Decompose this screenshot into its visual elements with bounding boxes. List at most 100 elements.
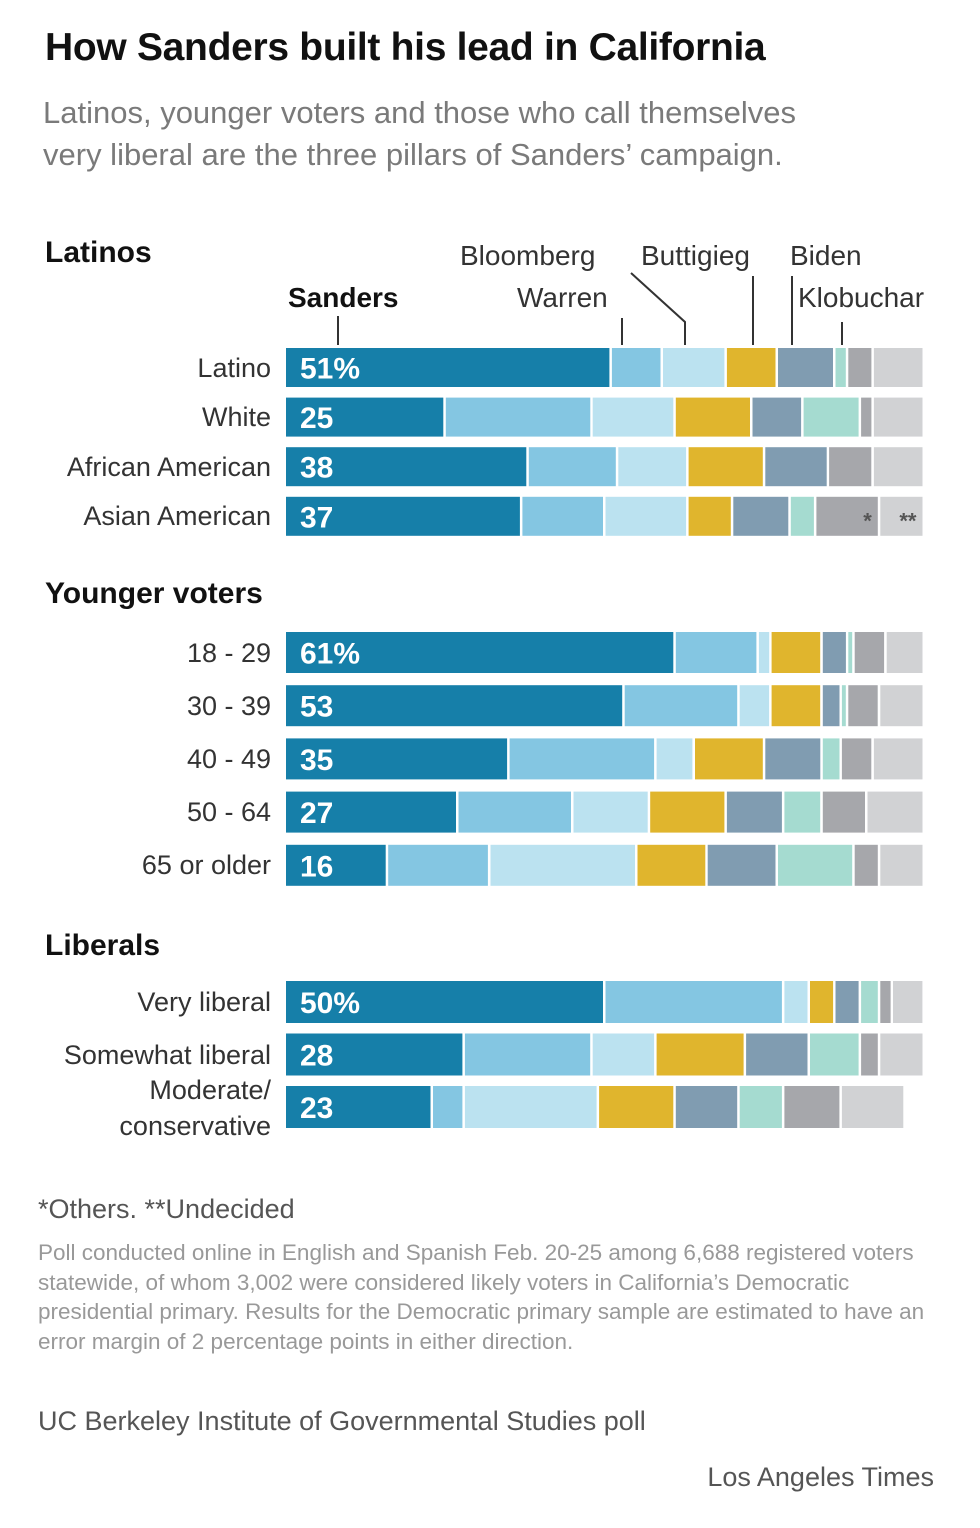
bar-segment-warren (675, 632, 757, 673)
bar-segment-warren (458, 791, 571, 833)
bar-segment-klobuchar (810, 1033, 859, 1076)
data-label-sanders: 25 (300, 402, 333, 435)
source-note: UC Berkeley Institute of Governmental St… (38, 1406, 646, 1436)
row-label-line: 30 - 39 (186, 690, 271, 721)
bar-segment-biden (778, 348, 833, 387)
bar-row-50-64: 27 (286, 791, 923, 833)
bar-row-moderate-conservative: 23 (286, 1086, 904, 1128)
section-heading-latinos: Latinos (45, 236, 152, 269)
data-label-sanders: 50% (300, 987, 360, 1020)
bar-segment-others (841, 738, 872, 780)
bar-segment-sanders (286, 348, 610, 387)
bar-segment-bloomberg (656, 738, 693, 780)
bar-segment-warren (522, 496, 603, 536)
bar-segment-biden (822, 632, 846, 673)
bar-row-30-39: 53 (286, 685, 923, 727)
bar-segment-klobuchar (835, 348, 846, 387)
bar-segment-buttigieg (771, 632, 821, 673)
bar-segment-warren (624, 685, 738, 727)
bar-segment-sanders (286, 1086, 431, 1128)
bar-segment-klobuchar (861, 981, 878, 1023)
bar-segment-undecided (880, 496, 923, 536)
bar-segment-others (854, 632, 885, 673)
bar-row-somewhat-liberal: 28 (286, 1033, 923, 1076)
bar-segment-bloomberg (605, 496, 687, 536)
row-label-18-29: 18 - 29 (187, 635, 271, 671)
row-label-very-liberal: Very liberal (137, 984, 271, 1020)
bar-segment-biden (835, 981, 859, 1023)
bar-segment-klobuchar (822, 738, 840, 780)
row-label-asian-american: Asian American (83, 498, 271, 534)
bar-segment-others (861, 397, 872, 437)
data-label-sanders: 35 (300, 744, 333, 777)
bar-segment-biden (765, 447, 827, 487)
row-label-somewhat-liberal: Somewhat liberal (64, 1037, 271, 1073)
bar-segment-klobuchar (778, 844, 853, 886)
bar-segment-others (848, 685, 878, 727)
section-heading-liberals: Liberals (45, 929, 161, 962)
bar-segment-klobuchar (803, 397, 859, 437)
row-label-line: 50 - 64 (186, 797, 271, 828)
row-label-line: African American (66, 451, 271, 482)
bar-segment-undecided (867, 791, 923, 833)
data-label-sanders: 38 (300, 452, 333, 485)
section-heading-younger-voters: Younger voters (45, 577, 263, 610)
bar-segment-undecided (873, 397, 923, 437)
bar-row-18-29: 61% (286, 632, 923, 673)
row-label-white: White (202, 399, 271, 435)
bar-row-asian-american: * **37 (286, 496, 923, 536)
data-label-sanders: 51% (300, 353, 360, 386)
bar-segment-others (880, 981, 891, 1023)
chart-title: How Sanders built his lead in California (45, 26, 766, 69)
bar-segment-undecided (873, 447, 923, 487)
bar-segment-undecided (893, 981, 923, 1023)
bar-segment-warren (388, 844, 488, 886)
row-label-line: Somewhat liberal (63, 1039, 271, 1070)
row-label-latino: Latino (197, 350, 271, 386)
legend-label-sanders: Sanders (288, 282, 399, 313)
bar-segment-undecided (880, 685, 923, 727)
bar-segment-warren (509, 738, 655, 780)
row-label-line: conservative (119, 1111, 271, 1141)
bar-segment-buttigieg (650, 791, 725, 833)
bar-segment-biden (765, 738, 821, 780)
bar-row-very-liberal: 50% (286, 981, 923, 1023)
bar-segment-buttigieg (810, 981, 834, 1023)
bar-segment-klobuchar (739, 1086, 782, 1128)
data-label-sanders: 37 (300, 501, 333, 534)
bar-segment-others (861, 1033, 878, 1076)
bar-segment-bloomberg (592, 1033, 655, 1076)
bar-segment-sanders (286, 632, 674, 673)
bar-segment-klobuchar (841, 685, 846, 727)
bar-segment-buttigieg (675, 397, 750, 437)
row-label-line: Moderate/ (149, 1075, 271, 1105)
bar-row-african-american: 38 (286, 447, 923, 487)
bar-segment-sanders (286, 447, 527, 487)
bar-segment-bloomberg (618, 447, 687, 487)
bar-segment-klobuchar (784, 791, 821, 833)
bar-row-65-or-older: 16 (286, 844, 923, 886)
data-label-sanders: 16 (300, 850, 333, 883)
bar-segment-bloomberg (739, 685, 770, 727)
bar-segment-sanders (286, 1033, 463, 1076)
row-label-moderate-conservative: Moderate/conservative (119, 1072, 271, 1144)
bar-segment-sanders (286, 981, 603, 1023)
bar-segment-others (854, 844, 878, 886)
data-label-sanders: 23 (300, 1092, 333, 1125)
bar-segment-bloomberg (784, 981, 808, 1023)
segment-mark-undecided: ** (899, 508, 917, 533)
chart-subtitle-line-1: Latinos, younger voters and those who ca… (43, 95, 797, 130)
bar-segment-sanders (286, 685, 623, 727)
bar-segment-warren (528, 447, 616, 487)
legend-label-klobuchar: Klobuchar (798, 282, 925, 313)
bar-segment-klobuchar (790, 496, 814, 536)
legend-label-warren: Warren (517, 282, 608, 313)
bar-segment-undecided (873, 348, 923, 387)
legend-leader-lines (337, 272, 843, 345)
bar-segment-bloomberg (663, 348, 725, 387)
bar-segment-bloomberg (573, 791, 648, 833)
row-label-30-39: 30 - 39 (187, 688, 271, 724)
data-label-sanders: 53 (300, 691, 333, 724)
bar-segment-others (848, 348, 872, 387)
